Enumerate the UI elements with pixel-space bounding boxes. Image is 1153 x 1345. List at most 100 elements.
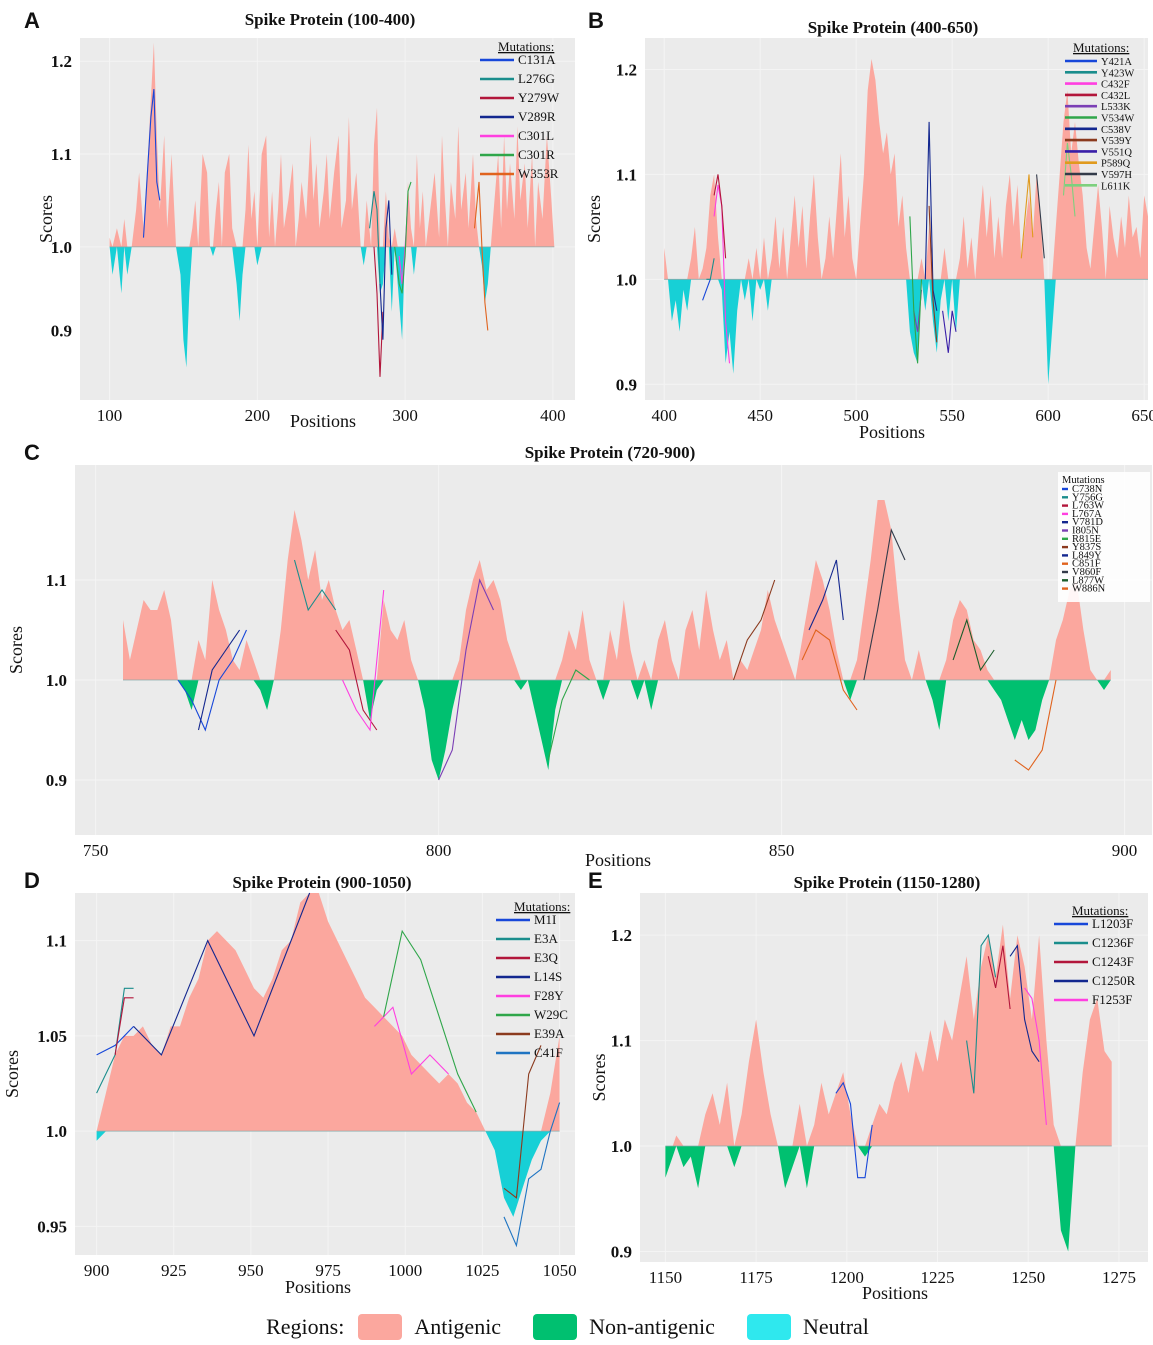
x-tick-label: 100 xyxy=(97,406,123,425)
legend-antigenic: Antigenic xyxy=(358,1314,501,1340)
antigenic-area xyxy=(123,500,1111,680)
legend-label-l763w: L763W xyxy=(1072,501,1104,512)
legend-non-antigenic: Non-antigenic xyxy=(533,1314,715,1340)
series-line-v597h xyxy=(1036,174,1045,259)
y-tick-label: 1.1 xyxy=(616,165,637,184)
antigenic-label: Antigenic xyxy=(414,1314,502,1339)
x-tick-label: 650 xyxy=(1131,406,1153,425)
y-tick-label: 0.9 xyxy=(616,375,637,394)
series-line-c301r xyxy=(394,181,412,294)
y-axis-label: Scores xyxy=(6,626,26,674)
panel-letter: C xyxy=(24,440,40,465)
series-line-f28y xyxy=(374,1006,449,1076)
x-axis-label: Positions xyxy=(862,1283,928,1303)
legend-label-c432l: C432L xyxy=(1101,91,1130,102)
legend-label-y421a: Y421A xyxy=(1101,57,1132,68)
series-line-l276g xyxy=(369,191,381,285)
x-tick-label: 1050 xyxy=(543,1261,577,1280)
antigenic-area xyxy=(664,59,1148,280)
legend-label-v551q: V551Q xyxy=(1101,147,1132,158)
mutations-legend: Mutations:L1203F C1236F C1243F C1250R F1253F xyxy=(1054,903,1136,1007)
legend-label-c1243f: C1243F xyxy=(1092,954,1134,969)
panel-a: 100 200 300 400 1.0 1.1 1.2 0.9 Spike Protein (1… xyxy=(24,8,575,431)
x-axis-label: Positions xyxy=(285,1277,351,1297)
legend-label-c301l: C301L xyxy=(518,128,554,143)
y-axis-label: Scores xyxy=(589,1054,609,1102)
x-tick-label: 1225 xyxy=(921,1268,955,1287)
y-tick-label: 1.2 xyxy=(51,52,72,71)
legend-label-w29c: W29C xyxy=(534,1007,568,1022)
x-tick-label: 500 xyxy=(843,406,869,425)
y-tick-label: 1.1 xyxy=(46,932,67,951)
regions-legend: Regions: Antigenic Non-antigenic Neutral xyxy=(0,1310,1153,1344)
legend-label-e3a: E3A xyxy=(534,931,558,946)
series-line-e39a xyxy=(503,1045,542,1199)
y-tick-label: 1.05 xyxy=(37,1027,67,1046)
y-tick-label: 1.0 xyxy=(46,671,67,690)
y-tick-label: 1.1 xyxy=(46,571,67,590)
legend-label-c432f: C432F xyxy=(1101,80,1130,91)
legend-label-e3q: E3Q xyxy=(534,950,558,965)
legend-label-l849y: L849Y xyxy=(1072,550,1102,561)
legend-label-c41f: C41F xyxy=(534,1045,563,1060)
series-line-v781d xyxy=(197,629,241,731)
x-tick-label: 925 xyxy=(161,1261,187,1280)
panel-letter: D xyxy=(24,868,40,893)
x-tick-label: 800 xyxy=(426,841,452,860)
y-tick-label: 0.9 xyxy=(51,321,72,340)
series-line-l1203f xyxy=(835,1081,873,1179)
non-antigenic-label: Non-antigenic xyxy=(589,1314,715,1339)
series-line-w29c xyxy=(383,929,477,1113)
series-line-c1243f xyxy=(987,945,1011,1010)
legend-label-l276g: L276G xyxy=(518,71,555,86)
chart-title: Spike Protein (720-900) xyxy=(525,443,696,462)
x-tick-label: 400 xyxy=(651,406,677,425)
legend-label-v781d: V781D xyxy=(1072,517,1103,528)
series-line-v539y xyxy=(928,205,938,343)
y-tick-label: 0.9 xyxy=(46,771,67,790)
mutations-legend: Mutations:M1I E3A E3Q L14S F28Y W29C E39A C41F xyxy=(496,899,570,1060)
series-line-c851f xyxy=(801,629,858,711)
series-line-l763w xyxy=(335,629,378,731)
legend-label-c738n: C738N xyxy=(1072,484,1103,495)
series-line-e3q xyxy=(114,997,134,1055)
series-line-w886n xyxy=(1014,679,1057,771)
series-line-y279w xyxy=(373,246,384,377)
antigenic-area xyxy=(96,893,560,1132)
legend-label-r815e: R815E xyxy=(1072,534,1101,545)
antigenic-area xyxy=(665,924,1112,1147)
y-tick-label: 0.9 xyxy=(611,1242,632,1261)
y-axis-label: Scores xyxy=(36,195,56,243)
legend-label-w353r: W353R xyxy=(518,166,559,181)
legend-label-y837s: Y837S xyxy=(1072,542,1101,553)
series-line-y421a xyxy=(702,279,711,301)
legend-label-l14s: L14S xyxy=(534,969,562,984)
legend-label-f28y: F28Y xyxy=(534,988,564,1003)
x-tick-label: 600 xyxy=(1035,406,1061,425)
series-line-v551q xyxy=(942,310,957,353)
series-line-l877w xyxy=(952,618,995,672)
x-tick-label: 900 xyxy=(84,1261,110,1280)
x-tick-label: 950 xyxy=(238,1261,264,1280)
legend-label-l611k: L611K xyxy=(1101,181,1131,192)
series-line-c131a xyxy=(142,89,161,238)
legend-title: Mutations xyxy=(1062,475,1105,486)
panel-letter: E xyxy=(588,868,603,893)
legend-label-l1203f: L1203F xyxy=(1092,916,1133,931)
legend-label-f1253f: F1253F xyxy=(1092,992,1132,1007)
y-tick-label: 1.1 xyxy=(51,145,72,164)
series-line-i805n xyxy=(438,578,494,781)
legend-neutral: Neutral xyxy=(746,1314,869,1340)
series-line-l767a xyxy=(342,589,385,732)
legend-label-e39a: E39A xyxy=(534,1026,565,1041)
series-line-v289r xyxy=(379,200,393,340)
legend-label-w886n: W886N xyxy=(1072,584,1106,595)
non-antigenic-area xyxy=(96,1131,560,1217)
legend-label-c131a: C131A xyxy=(518,52,556,67)
y-tick-label: 1.2 xyxy=(611,926,632,945)
chart-title: Spike Protein (400-650) xyxy=(808,18,979,37)
legend-label-y756g: Y756G xyxy=(1072,492,1103,503)
y-axis-label: Scores xyxy=(584,195,604,243)
y-tick-label: 1.0 xyxy=(51,238,72,257)
series-line-p589q xyxy=(1020,174,1034,259)
